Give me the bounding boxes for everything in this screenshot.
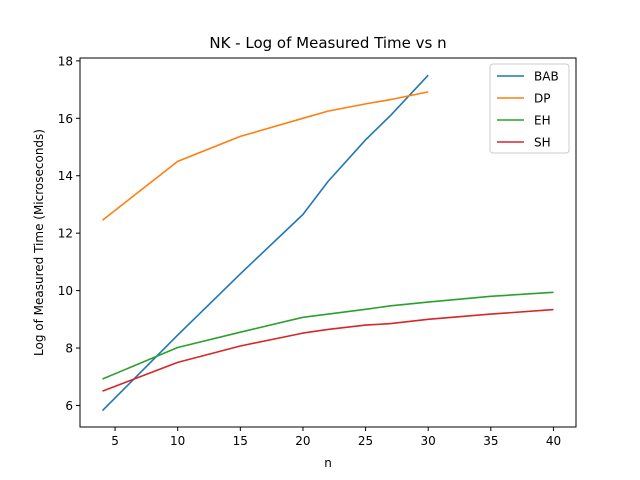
y-tick-label: 18 (58, 54, 73, 68)
legend-label-bab: BAB (534, 70, 559, 84)
legend-label-dp: DP (534, 92, 550, 106)
x-tick-label: 10 (170, 434, 185, 448)
x-axis-ticks: 5 10 15 20 25 30 35 40 (111, 427, 561, 448)
y-tick-label: 16 (58, 112, 73, 126)
y-axis-ticks: 6 8 10 12 14 16 18 (58, 54, 80, 413)
legend-label-sh: SH (534, 136, 551, 150)
legend-label-eh: EH (534, 114, 551, 128)
legend: BAB DP EH SH (490, 64, 569, 153)
y-tick-label: 14 (58, 169, 73, 183)
x-axis-label: n (324, 456, 332, 470)
x-tick-label: 25 (358, 434, 373, 448)
y-tick-label: 8 (65, 342, 73, 356)
x-tick-label: 40 (546, 434, 561, 448)
y-tick-label: 6 (65, 399, 73, 413)
y-tick-label: 12 (58, 227, 73, 241)
chart-title: NK - Log of Measured Time vs n (209, 34, 446, 52)
y-axis-label: Log of Measured Time (Microseconds) (32, 129, 46, 356)
x-tick-label: 20 (295, 434, 310, 448)
x-tick-label: 5 (111, 434, 119, 448)
x-tick-label: 15 (233, 434, 248, 448)
x-tick-label: 35 (483, 434, 498, 448)
series-line-dp (103, 92, 429, 220)
plot-lines (103, 75, 554, 410)
x-tick-label: 30 (421, 434, 436, 448)
series-line-bab (103, 75, 429, 410)
y-tick-label: 10 (58, 284, 73, 298)
